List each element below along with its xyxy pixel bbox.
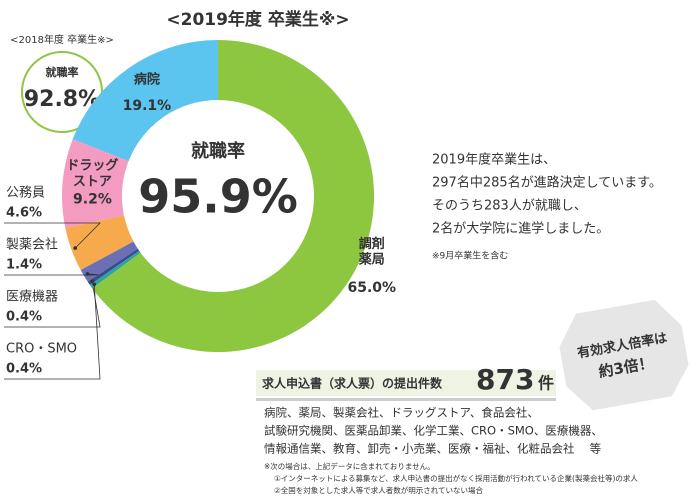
segment-label: ドラッグストア xyxy=(66,157,118,189)
offer-rule xyxy=(256,398,556,401)
outside-value: 0.4% xyxy=(6,310,42,325)
badge-shape xyxy=(559,299,689,411)
chart-title: <2019年度 卒業生※> xyxy=(166,9,349,30)
summary: 2019年度卒業生は、 297名中285名が進路決定しています。そのうち283人が… xyxy=(432,152,662,237)
industry-line: 病院、薬局、製薬会社、ドラッグストア、食品会社、 xyxy=(264,406,539,420)
industries: 病院、薬局、製薬会社、ドラッグストア、食品会社、試験研究機関、医薬品卸業、化学工… xyxy=(264,406,603,456)
outside-label: 医療機器 xyxy=(6,290,58,305)
summary-line: そのうち283人が就職し、 xyxy=(432,199,587,214)
donut-segment xyxy=(65,215,134,271)
segment-label: 調剤薬局 xyxy=(358,236,385,268)
previous-title: <2018年度 卒業生※> xyxy=(10,33,114,46)
donut-segment xyxy=(61,139,129,228)
donut-segment xyxy=(72,40,218,162)
segment-value: 65.0% xyxy=(348,280,397,296)
footnotes: ※次の場合は、上記データに含まれておりません。 ①インターネットによる募集など、求… xyxy=(264,461,638,495)
offer-count: 873 xyxy=(476,363,534,396)
previous-value: 92.8% xyxy=(24,87,100,112)
donut-segment xyxy=(87,248,140,286)
footnote: ②全国を対象とした求人等で求人者数が明示されていない場合 xyxy=(274,485,483,495)
donut-segment xyxy=(92,40,374,352)
summary-note: ※9月卒業生を含む xyxy=(432,250,508,262)
leader-dot xyxy=(73,246,78,250)
industry-line: 情報通信業、教育、卸売・小売業、医療・福祉、化粧品会社 等 xyxy=(264,442,601,456)
offer-band xyxy=(256,370,556,396)
offer-label: 求人申込書（求人票）の提出件数 xyxy=(262,376,443,391)
summary-line: 297名中285名が進路決定しています。 xyxy=(432,175,662,191)
outside-value: 4.6% xyxy=(6,206,42,221)
donut: 調剤薬局 65.0% 病院 19.1% ドラッグストア 9.2% 公務員 4.6% 製薬会社 1.… xyxy=(4,40,397,380)
summary-line: 2019年度卒業生は、 xyxy=(432,152,556,168)
center-value: 95.9% xyxy=(138,170,298,224)
outside-label: 製薬会社 xyxy=(6,237,58,253)
offer-unit: 件 xyxy=(538,374,554,393)
footnote: ①インターネットによる募集など、求人申込書の提出がなく採用活動が行われている企業… xyxy=(274,473,638,483)
industry-line: 試験研究機関、医薬品卸業、化学工業、CRO・SMO、医療機器、 xyxy=(264,424,603,438)
outside-value: 0.4% xyxy=(6,362,42,377)
leader-dot xyxy=(92,282,97,287)
leader-line xyxy=(4,284,101,380)
leader-dot xyxy=(85,272,90,276)
summary-line: 2名が大学院に進学しました。 xyxy=(432,221,609,237)
previous-label: 就職率 xyxy=(46,65,79,79)
segment-value: 19.1% xyxy=(123,98,172,114)
leader-dot xyxy=(90,279,94,283)
donut-segment xyxy=(89,250,141,289)
segment-value: 9.2% xyxy=(73,192,112,208)
donut-segment xyxy=(80,241,138,282)
footnote: ※次の場合は、上記データに含まれておりません。 xyxy=(264,461,435,471)
badge: 有効求人倍率は 約3倍！ xyxy=(559,299,689,411)
leader-line xyxy=(4,222,101,249)
outside-value: 1.4% xyxy=(6,258,42,273)
segment-label: 病院 xyxy=(134,71,160,87)
outside-label: 公務員 xyxy=(6,186,45,201)
outside-label: CRO・SMO xyxy=(6,342,77,357)
center-label: 就職率 xyxy=(191,140,245,162)
